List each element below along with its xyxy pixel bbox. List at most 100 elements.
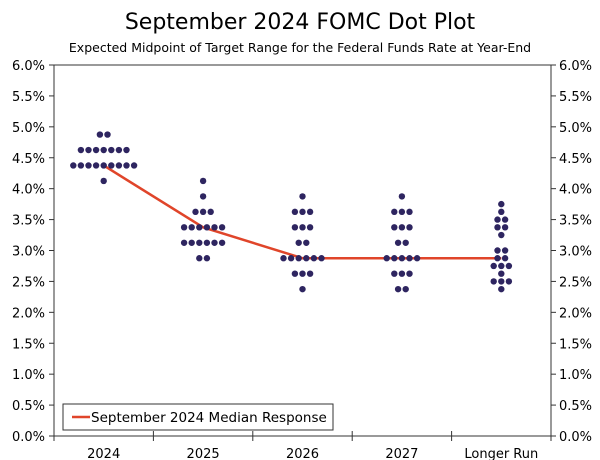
participant-dot bbox=[398, 208, 406, 216]
participant-dot bbox=[494, 247, 501, 254]
participant-dot bbox=[402, 239, 409, 246]
participant-dot bbox=[180, 239, 188, 246]
participant-dot bbox=[383, 255, 390, 262]
y-tick-label-left: 3.5% bbox=[12, 214, 45, 229]
participant-dot bbox=[413, 255, 421, 262]
participant-dot bbox=[398, 224, 406, 231]
participant-dot bbox=[391, 208, 398, 216]
y-tick-label-left: 6.0% bbox=[12, 59, 45, 74]
participant-dot bbox=[108, 146, 115, 154]
participant-dot bbox=[391, 270, 398, 277]
y-tick-label-right: 2.0% bbox=[559, 306, 592, 321]
median-line bbox=[103, 164, 502, 260]
participant-dot bbox=[299, 224, 306, 231]
participant-dot bbox=[196, 255, 203, 262]
y-tick-label-left: 0.0% bbox=[12, 430, 45, 445]
x-tick-label: 2025 bbox=[187, 447, 220, 460]
participant-dot bbox=[303, 255, 310, 262]
participant-dot bbox=[494, 224, 501, 231]
participant-dot bbox=[123, 146, 130, 154]
participant-dot bbox=[398, 270, 406, 277]
participant-dot bbox=[501, 224, 509, 231]
participant-dot bbox=[115, 146, 123, 154]
participant-dot bbox=[70, 162, 77, 169]
legend-box bbox=[62, 403, 334, 431]
participant-dot bbox=[108, 162, 115, 169]
y-tick-label-right: 1.0% bbox=[559, 368, 592, 383]
y-tick-label-left: 5.5% bbox=[12, 90, 45, 105]
participant-dot bbox=[306, 270, 314, 277]
participant-dot bbox=[394, 239, 402, 246]
x-tick-label: 2027 bbox=[385, 447, 418, 460]
participant-dot bbox=[498, 231, 505, 239]
y-tick-label-left: 3.0% bbox=[12, 245, 45, 260]
participant-dot bbox=[295, 239, 302, 246]
participant-dot bbox=[498, 208, 505, 216]
chart-title: September 2024 FOMC Dot Plot bbox=[124, 10, 476, 35]
plot-frame bbox=[53, 64, 552, 437]
participant-dot bbox=[115, 162, 123, 169]
participant-dot bbox=[494, 216, 501, 223]
participant-dot bbox=[402, 285, 409, 293]
participant-dot bbox=[199, 208, 207, 216]
participant-dot bbox=[123, 162, 130, 169]
participant-dot bbox=[218, 224, 226, 231]
participant-dot bbox=[299, 285, 306, 293]
participant-dot bbox=[291, 208, 299, 216]
y-tick-label-right: 1.5% bbox=[559, 337, 592, 352]
participant-dot bbox=[498, 285, 505, 293]
participant-dot bbox=[299, 193, 306, 200]
participant-dot bbox=[494, 255, 501, 262]
y-tick-label-left: 1.0% bbox=[12, 368, 45, 383]
participant-dot bbox=[203, 255, 211, 262]
participant-dot bbox=[505, 278, 513, 285]
x-tick-label: 2026 bbox=[286, 447, 319, 460]
participant-dot bbox=[211, 239, 218, 246]
participant-dot bbox=[406, 270, 413, 277]
y-tick-label-left: 1.5% bbox=[12, 337, 45, 352]
participant-dot bbox=[85, 146, 92, 154]
y-tick-label-left: 4.5% bbox=[12, 152, 45, 167]
y-tick-label-right: 2.5% bbox=[559, 275, 592, 290]
participant-dot bbox=[196, 224, 203, 231]
participant-dot bbox=[299, 270, 306, 277]
participant-dot bbox=[490, 262, 497, 270]
participant-dot bbox=[192, 208, 199, 216]
y-tick-label-left: 0.5% bbox=[12, 399, 45, 414]
participant-dot bbox=[303, 239, 310, 246]
participant-dot bbox=[203, 224, 211, 231]
participant-dot bbox=[501, 247, 509, 254]
participant-dot bbox=[498, 200, 505, 208]
y-tick-label-right: 3.0% bbox=[559, 245, 592, 260]
participant-dot bbox=[180, 224, 188, 231]
participant-dot bbox=[218, 239, 226, 246]
participant-dot bbox=[498, 270, 505, 277]
participant-dot bbox=[196, 239, 203, 246]
y-tick-label-left: 2.5% bbox=[12, 275, 45, 290]
y-tick-label-left: 5.0% bbox=[12, 121, 45, 136]
participant-dot bbox=[310, 255, 318, 262]
participant-dot bbox=[318, 255, 325, 262]
participant-dot bbox=[295, 255, 302, 262]
participant-dot bbox=[406, 224, 413, 231]
participant-dot bbox=[188, 239, 195, 246]
y-tick-label-right: 5.0% bbox=[559, 121, 592, 136]
y-tick-label-right: 6.0% bbox=[559, 59, 592, 74]
participant-dot bbox=[490, 278, 497, 285]
participant-dot bbox=[280, 255, 287, 262]
participant-dot bbox=[100, 162, 107, 169]
participant-dot bbox=[104, 131, 111, 138]
participant-dot bbox=[92, 146, 100, 154]
participant-dot bbox=[211, 224, 218, 231]
participant-dot bbox=[498, 278, 505, 285]
participant-dot bbox=[77, 162, 85, 169]
participant-dot bbox=[199, 193, 207, 200]
y-tick-label-right: 0.5% bbox=[559, 399, 592, 414]
participant-dot bbox=[291, 224, 299, 231]
y-tick-label-right: 0.0% bbox=[559, 430, 592, 445]
participant-dot bbox=[391, 224, 398, 231]
participant-dot bbox=[85, 162, 92, 169]
chart-subtitle: Expected Midpoint of Target Range for th… bbox=[68, 40, 532, 55]
participant-dot bbox=[100, 146, 107, 154]
